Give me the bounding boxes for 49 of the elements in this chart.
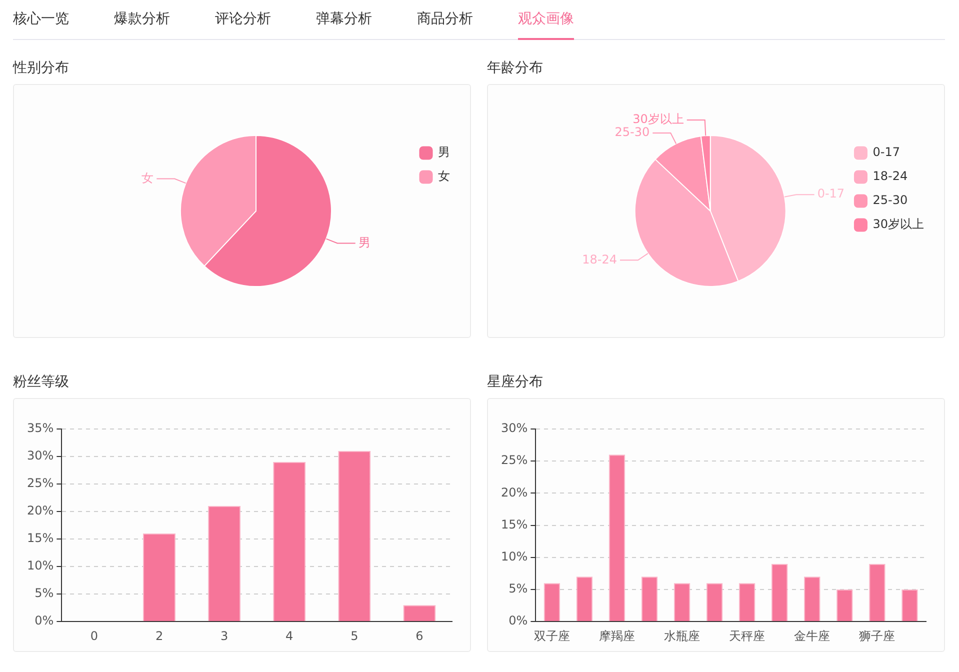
x-tick-label: 6: [416, 628, 424, 643]
x-tick-label: 0: [90, 628, 98, 643]
slice-label: 女: [142, 170, 154, 185]
y-tick-label: 10%: [501, 550, 528, 564]
x-tick-label: 3: [220, 628, 228, 643]
x-tick-label: 天秤座: [729, 628, 766, 643]
y-tick-label: 10%: [27, 558, 54, 573]
y-tick-label: 0%: [508, 614, 528, 628]
slice-label: 18-24: [582, 252, 617, 266]
x-tick-label: 摩羯座: [598, 628, 635, 643]
x-tick-label: 4: [286, 628, 294, 643]
y-tick-label: 15%: [501, 517, 528, 532]
slice-label: 25-30: [614, 125, 650, 140]
legend-label: 25-30: [872, 193, 908, 208]
x-tick-label: 金牛座: [794, 628, 830, 643]
text: 商品分析: [417, 10, 473, 29]
legend-label: 30岁以上: [872, 217, 924, 232]
x-tick-label: 水瓶座: [664, 628, 700, 643]
x-tick-label: 双子座: [534, 628, 570, 643]
y-tick-label: 15%: [27, 531, 54, 546]
legend-label: 男: [438, 145, 450, 160]
text: 弹幕分析: [316, 10, 372, 29]
y-tick-label: 20%: [27, 504, 54, 518]
chart-title: 粉丝等级: [13, 373, 70, 392]
x-tick-label: 5: [350, 628, 358, 643]
chart-title: 星座分布: [487, 373, 544, 392]
chart-title: 性别分布: [13, 59, 70, 78]
y-tick-label: 5%: [508, 582, 528, 596]
text: 评论分析: [215, 10, 271, 29]
x-tick-label: 2: [155, 628, 164, 643]
slice-label: 男: [358, 235, 370, 250]
legend-label: 18-24: [872, 169, 908, 184]
slice-label: 30岁以上: [632, 112, 684, 126]
text: 核心一览: [13, 10, 69, 29]
y-tick-label: 5%: [34, 586, 54, 600]
slice-label: 0-17: [817, 186, 845, 201]
legend-label: 女: [438, 169, 450, 184]
y-tick-label: 30%: [27, 448, 54, 463]
text: 爆款分析: [114, 10, 170, 29]
text: 观众画像: [518, 8, 574, 40]
y-tick-label: 0%: [34, 614, 54, 628]
y-tick-label: 20%: [501, 485, 528, 500]
x-tick-label: 狮子座: [859, 628, 896, 643]
legend-label: 0-17: [872, 145, 900, 160]
y-tick-label: 30%: [501, 421, 528, 436]
chart-title: 年龄分布: [487, 59, 544, 78]
y-tick-label: 25%: [501, 453, 528, 468]
y-tick-label: 35%: [27, 421, 54, 436]
y-tick-label: 25%: [27, 476, 54, 490]
